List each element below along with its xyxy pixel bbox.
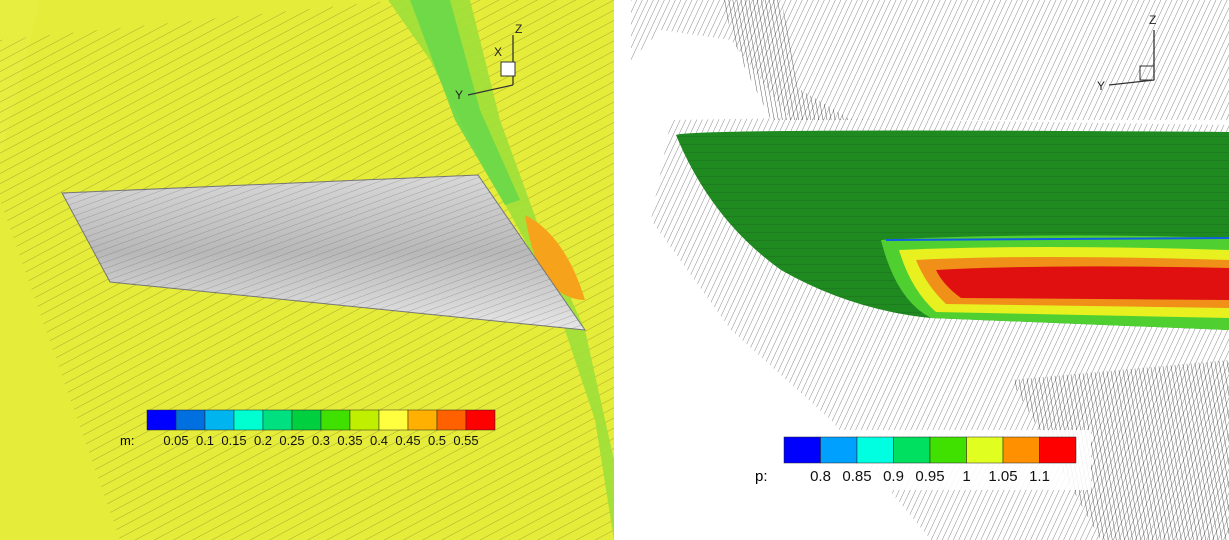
colorbar-tick-label: 0.45	[395, 433, 421, 448]
colorbar-swatch	[233, 409, 264, 431]
colorbar-tick-label: 0.85	[842, 468, 872, 485]
colorbar-tick-label: 1	[962, 468, 971, 485]
colorbar-swatch	[929, 436, 967, 464]
high-mach-region	[525, 215, 585, 300]
wing-streamlines	[62, 175, 585, 330]
colorbar-tick-label: 0.5	[427, 433, 447, 448]
axis-triad: Z Y	[1097, 13, 1156, 93]
pressure-contour-panel: Z Y p: 0.8 0.85 0.9 0.95 1 1.05 1.1	[631, 0, 1229, 540]
colorbar-tick-labels: 0.05 0.1 0.15 0.2 0.25 0.3 0.35 0.4 0.45 0.5 0.55	[0, 433, 614, 453]
colorbar-swatch	[146, 409, 177, 431]
colorbar-swatch	[465, 409, 496, 431]
x-axis-label: X	[494, 45, 502, 59]
colorbar-tick-label: 0.1	[195, 433, 215, 448]
pressure-colorbar	[783, 436, 1077, 464]
colorbar-swatch	[1002, 436, 1040, 464]
colorbar-tick-label: 0.8	[810, 468, 831, 485]
colorbar-swatch	[436, 409, 467, 431]
pressure-band-edge	[885, 237, 1229, 241]
z-axis-label: Z	[515, 22, 522, 36]
colorbar-tick-label: 0.15	[221, 433, 247, 448]
colorbar-swatch	[407, 409, 438, 431]
axis-triad: Z X Y	[455, 22, 522, 102]
mach-contour-panel: Z X Y m: 0.05 0.1 0.15 0.2 0.25 0.3 0.35 0.4 0.4…	[0, 0, 614, 540]
colorbar-swatch	[966, 436, 1004, 464]
colorbar-swatch	[893, 436, 931, 464]
colorbar-variable-label: p:	[755, 468, 768, 485]
colorbar-swatch	[1039, 436, 1077, 464]
colorbar-swatch	[378, 409, 409, 431]
z-axis-label: Z	[1149, 13, 1156, 27]
colorbar-swatch	[856, 436, 894, 464]
colorbar-tick-label: 0.25	[279, 433, 305, 448]
mach-colorbar	[146, 409, 496, 431]
colorbar-swatch	[262, 409, 293, 431]
dense-streamlines	[721, 0, 851, 120]
colorbar-swatch	[291, 409, 322, 431]
mach-contour-plot: Z X Y	[0, 0, 614, 540]
colorbar-swatch	[783, 436, 821, 464]
y-axis-label: Y	[455, 88, 463, 102]
y-axis-line	[467, 84, 514, 96]
colorbar-tick-label: 1.1	[1029, 468, 1050, 485]
colorbar-variable-label: m:	[120, 433, 135, 448]
colorbar-tick-label: 0.95	[915, 468, 945, 485]
colorbar-swatch	[820, 436, 858, 464]
colorbar-tick-label: 0.3	[311, 433, 331, 448]
x-axis-cube	[500, 61, 516, 77]
colorbar-tick-label: 0.55	[453, 433, 479, 448]
colorbar-tick-label: 1.05	[988, 468, 1018, 485]
x-axis-cube	[1139, 65, 1155, 81]
colorbar-tick-label: 0.35	[337, 433, 363, 448]
colorbar-tick-label: 0.2	[253, 433, 273, 448]
y-axis-label: Y	[1097, 79, 1105, 93]
colorbar-tick-label: 0.9	[883, 468, 904, 485]
y-axis-line	[1108, 79, 1155, 86]
colorbar-tick-label: 0.4	[369, 433, 389, 448]
colorbar-tick-labels: 0.8 0.85 0.9 0.95 1 1.05 1.1	[631, 468, 1229, 488]
pressure-band-4	[936, 266, 1229, 300]
colorbar-tick-label: 0.05	[163, 433, 189, 448]
colorbar-swatch	[204, 409, 235, 431]
colorbar-swatch	[349, 409, 380, 431]
pressure-contour-plot: Z Y	[631, 0, 1229, 540]
shock-core	[410, 0, 520, 205]
colorbar-swatch	[320, 409, 351, 431]
dense-streamlines-lower	[1011, 360, 1229, 540]
colorbar-swatch	[175, 409, 206, 431]
